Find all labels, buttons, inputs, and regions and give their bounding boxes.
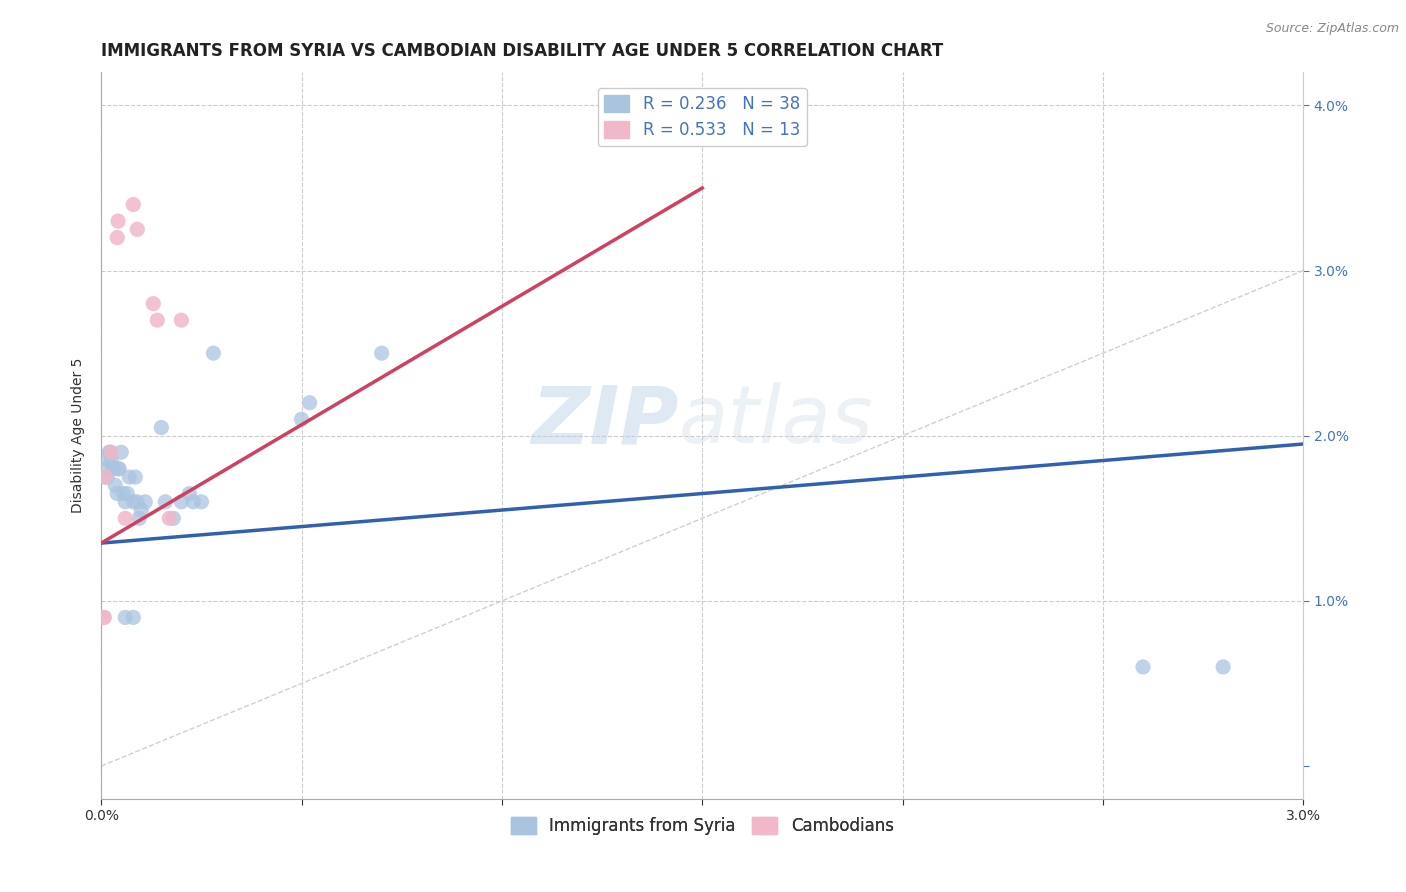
Point — [127, 495, 149, 509]
Point — [183, 495, 205, 509]
Point — [117, 486, 139, 500]
Point — [94, 462, 117, 476]
Text: Source: ZipAtlas.com: Source: ZipAtlas.com — [1265, 22, 1399, 36]
Legend: Immigrants from Syria, Cambodians: Immigrants from Syria, Cambodians — [505, 810, 900, 841]
Point — [1212, 660, 1234, 674]
Point — [128, 511, 150, 525]
Point — [290, 412, 312, 426]
Y-axis label: Disability Age Under 5: Disability Age Under 5 — [72, 358, 86, 514]
Point — [155, 495, 177, 509]
Point — [114, 511, 136, 525]
Point — [107, 462, 129, 476]
Point — [298, 395, 321, 409]
Point — [107, 214, 129, 228]
Point — [94, 470, 117, 484]
Point — [146, 313, 169, 327]
Point — [108, 462, 131, 476]
Point — [162, 511, 184, 525]
Point — [122, 610, 145, 624]
Point — [124, 470, 146, 484]
Point — [202, 346, 225, 360]
Point — [129, 503, 152, 517]
Point — [370, 346, 392, 360]
Text: ZIP: ZIP — [531, 382, 678, 460]
Point — [114, 610, 136, 624]
Point — [93, 610, 115, 624]
Point — [134, 495, 156, 509]
Point — [97, 453, 120, 467]
Point — [105, 230, 128, 244]
Point — [179, 486, 201, 500]
Text: IMMIGRANTS FROM SYRIA VS CAMBODIAN DISABILITY AGE UNDER 5 CORRELATION CHART: IMMIGRANTS FROM SYRIA VS CAMBODIAN DISAB… — [101, 42, 943, 60]
Point — [98, 445, 121, 459]
Point — [122, 495, 145, 509]
Point — [127, 222, 149, 236]
Point — [96, 470, 118, 484]
Point — [114, 495, 136, 509]
Text: atlas: atlas — [678, 382, 873, 460]
Point — [1132, 660, 1154, 674]
Point — [91, 610, 114, 624]
Point — [157, 511, 180, 525]
Point — [112, 486, 135, 500]
Point — [142, 296, 165, 310]
Point — [110, 445, 132, 459]
Point — [100, 453, 122, 467]
Point — [94, 470, 117, 484]
Point — [170, 313, 193, 327]
Point — [103, 462, 125, 476]
Point — [100, 445, 122, 459]
Point — [105, 486, 128, 500]
Point — [104, 478, 127, 492]
Point — [190, 495, 212, 509]
Point — [150, 420, 173, 434]
Point — [118, 470, 141, 484]
Point — [98, 445, 121, 459]
Point — [170, 495, 193, 509]
Point — [122, 197, 145, 211]
